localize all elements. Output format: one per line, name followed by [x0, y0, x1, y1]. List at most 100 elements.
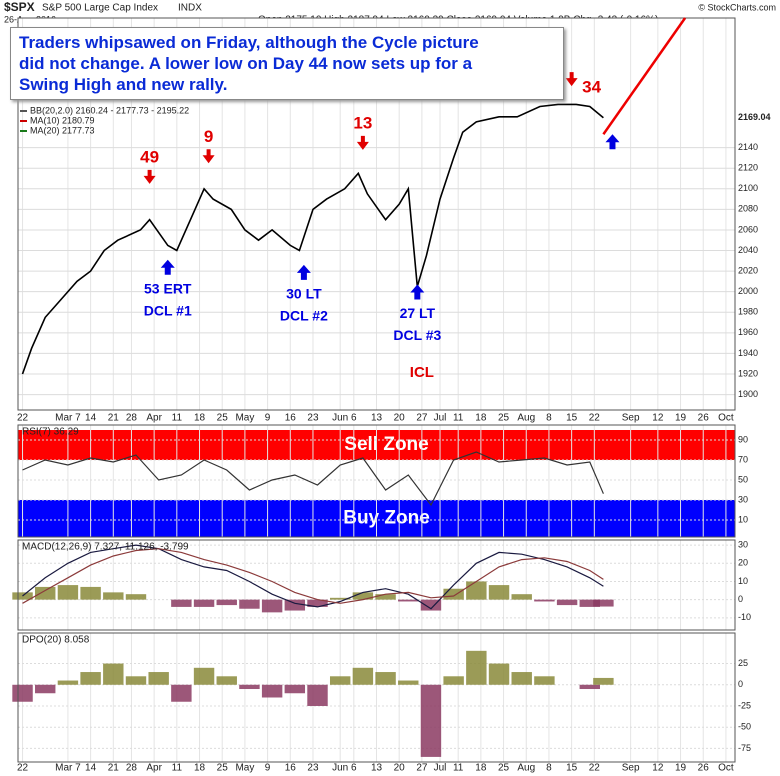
bar — [443, 588, 464, 600]
bar — [307, 599, 328, 607]
x-tick-label: 15 — [566, 413, 578, 424]
commentary-box: Traders whipsawed on Friday, although th… — [10, 27, 564, 100]
y-tick-label: 1980 — [738, 307, 758, 317]
bar — [261, 599, 283, 613]
y-tick-label: 2120 — [738, 163, 758, 173]
cycle-label: 53 ERT — [144, 280, 192, 296]
x-tick-label: 6 — [351, 763, 357, 774]
bar — [171, 684, 192, 702]
bar — [511, 672, 532, 685]
y-tick-label: -25 — [738, 700, 751, 710]
x-tick-label: 16 — [285, 763, 297, 774]
x-tick-label: Oct — [718, 413, 734, 424]
panel-frame — [17, 17, 736, 411]
legend-note: MA(20) 2177.73 — [30, 125, 95, 135]
bar — [443, 676, 464, 685]
x-tick-label: 19 — [675, 763, 687, 774]
x-tick-label: 25 — [498, 763, 510, 774]
bar — [125, 676, 147, 685]
y-tick-label: 2060 — [738, 224, 758, 234]
x-tick-label: 21 — [108, 763, 120, 774]
credit: © StockCharts.com — [698, 2, 776, 12]
y-tick-label: 2140 — [738, 142, 758, 152]
x-tick-label: Jun — [332, 763, 348, 774]
legend-note: MA(10) 2180.79 — [30, 115, 95, 125]
cycle-arrow — [565, 72, 578, 87]
zone-label: Buy Zone — [343, 508, 430, 529]
series-line — [22, 544, 604, 610]
x-tick-label: 18 — [194, 413, 206, 424]
x-tick-label: 18 — [475, 763, 487, 774]
cycle-arrow — [296, 264, 311, 280]
x-tick-label: 8 — [546, 413, 552, 424]
cycle-label: 27 LT — [400, 305, 436, 321]
y-tick-label: 90 — [738, 434, 748, 444]
panel-title: DPO(20) 8.058 — [22, 635, 90, 646]
panel-frame — [17, 539, 736, 631]
x-tick-label: 11 — [172, 413, 183, 424]
x-tick-label: Mar 7 — [55, 413, 81, 424]
bar — [488, 663, 510, 685]
y-tick-label: 0 — [738, 594, 743, 604]
y-tick-label: 1960 — [738, 327, 758, 337]
cycle-label: DCL #2 — [280, 308, 328, 324]
y-tick-label: -50 — [738, 722, 751, 732]
cycle-arrow — [356, 135, 369, 150]
exchange: INDX — [178, 3, 202, 14]
bar — [193, 599, 215, 607]
x-tick-label: 9 — [265, 413, 271, 424]
x-tick-label: Jul — [434, 763, 447, 774]
x-tick-label: 26 — [698, 413, 710, 424]
panel-frame — [17, 424, 736, 538]
bar — [239, 599, 260, 609]
bar — [216, 676, 237, 685]
last-price-label: 2169.04 — [738, 112, 771, 122]
cycle-label: 13 — [353, 113, 372, 132]
bar — [352, 667, 374, 685]
panel-title: RSI(7) 36.29 — [22, 427, 79, 438]
bar — [352, 592, 374, 600]
x-tick-label: 25 — [217, 413, 229, 424]
x-tick-label: 21 — [108, 413, 120, 424]
bar — [375, 594, 396, 600]
x-tick-label: 28 — [126, 413, 138, 424]
bar — [593, 599, 614, 607]
x-tick-label: 12 — [652, 763, 664, 774]
x-tick-label: 27 — [416, 413, 428, 424]
bar — [593, 677, 614, 685]
x-tick-label: 13 — [371, 413, 383, 424]
bar — [534, 599, 555, 602]
bar — [12, 684, 33, 702]
bar — [80, 586, 101, 600]
zone-label: Sell Zone — [344, 434, 428, 455]
cycle-label: 49 — [140, 147, 159, 166]
bar — [375, 672, 396, 685]
series-line — [22, 548, 604, 604]
y-tick-label: 2040 — [738, 245, 758, 255]
bar — [420, 684, 442, 757]
x-tick-label: 12 — [652, 413, 664, 424]
x-tick-label: Sep — [622, 413, 640, 424]
x-tick-label: 26 — [698, 763, 710, 774]
x-tick-label: 23 — [307, 413, 319, 424]
x-tick-label: 8 — [546, 763, 552, 774]
cycle-arrow — [410, 284, 425, 300]
y-tick-label: 1900 — [738, 389, 758, 399]
bar — [398, 680, 419, 685]
commentary-line: Swing High and new rally. — [19, 75, 228, 94]
y-tick-label: 25 — [738, 658, 748, 668]
x-tick-label: 18 — [194, 763, 206, 774]
x-tick-label: 22 — [17, 763, 29, 774]
cycle-label: 34 — [582, 78, 601, 97]
cycle-label: DCL #3 — [393, 327, 441, 343]
y-tick-label: -75 — [738, 743, 751, 753]
bar — [216, 599, 237, 606]
projection-line — [602, 17, 687, 135]
bar — [103, 663, 124, 685]
y-tick-label: 10 — [738, 576, 748, 586]
legend-note: BB(20,2.0) 2160.24 - 2177.73 - 2195.22 — [30, 105, 189, 115]
bar — [57, 585, 79, 600]
x-tick-label: 22 — [589, 763, 601, 774]
bar — [511, 594, 532, 600]
